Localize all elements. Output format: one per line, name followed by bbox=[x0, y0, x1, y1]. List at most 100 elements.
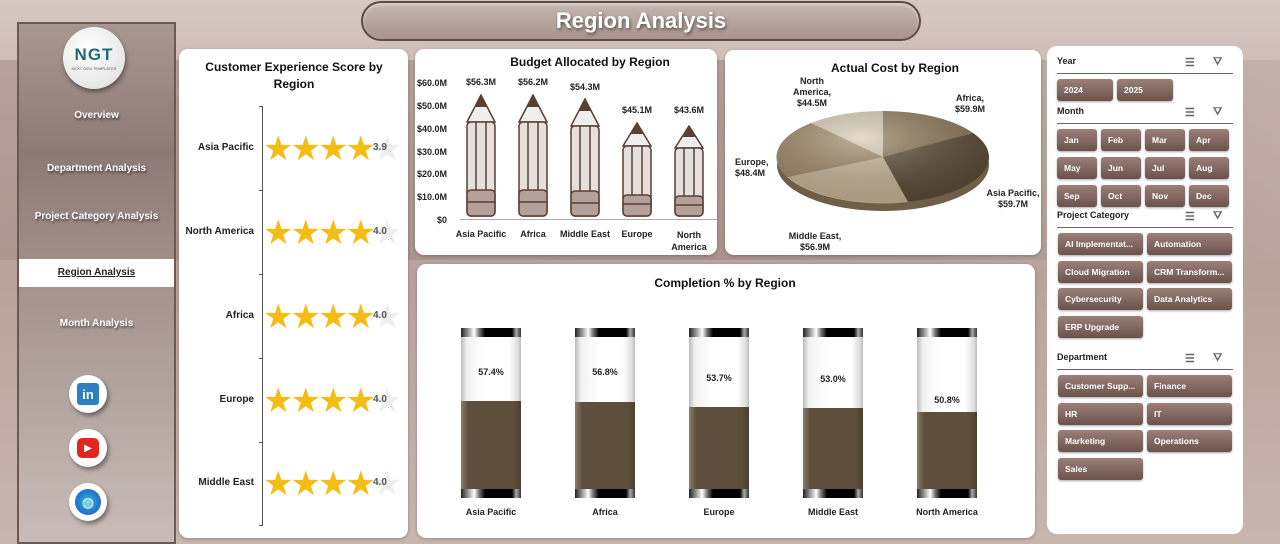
score-value: 4.0 bbox=[373, 477, 387, 488]
nav-department-analysis[interactable]: Department Analysis bbox=[46, 163, 147, 174]
star-empty-icon: ★ bbox=[372, 130, 403, 168]
axis-line bbox=[262, 106, 263, 526]
region-label: Middle East bbox=[198, 477, 254, 488]
youtube-button[interactable]: ▶ bbox=[69, 429, 107, 467]
slicer-option[interactable]: Mar bbox=[1145, 129, 1185, 151]
slicer-option[interactable]: Finance bbox=[1147, 375, 1232, 397]
pie-chart bbox=[776, 110, 989, 211]
star-empty-icon: ★ bbox=[372, 465, 403, 503]
logo: NGT NEXT GEN TEMPLATES bbox=[63, 27, 125, 89]
budget-panel: Budget Allocated by Region $60.0M $50.0M… bbox=[415, 49, 717, 255]
actual-cost-panel: Actual Cost by Region North America, $44… bbox=[725, 50, 1041, 255]
slicer-option[interactable]: Marketing bbox=[1058, 430, 1143, 452]
chart-title: Completion % by Region bbox=[654, 276, 796, 290]
x-label: Asia Pacific bbox=[455, 229, 507, 239]
multi-select-icon[interactable]: ☰ bbox=[1185, 57, 1195, 69]
slicer-option[interactable]: 2024 bbox=[1057, 79, 1113, 101]
slicer-option[interactable]: Apr bbox=[1189, 129, 1229, 151]
star-icons: ★★★★ bbox=[263, 465, 376, 503]
slicer-option[interactable]: Jun bbox=[1101, 157, 1141, 179]
completion-bar: 53.0% bbox=[803, 328, 863, 498]
multi-select-icon[interactable]: ☰ bbox=[1185, 211, 1195, 223]
slicer-option[interactable]: Oct bbox=[1101, 185, 1141, 207]
slicer-option[interactable]: Nov bbox=[1145, 185, 1185, 207]
slicer-option[interactable]: Aug bbox=[1189, 157, 1229, 179]
slicer-option[interactable]: Sep bbox=[1057, 185, 1097, 207]
slicer-option[interactable]: Jul bbox=[1145, 157, 1185, 179]
y-tick: $50.0M bbox=[416, 101, 447, 111]
slicer-option[interactable]: Cybersecurity bbox=[1058, 288, 1143, 310]
nav-project-category-analysis[interactable]: Project Category Analysis bbox=[34, 211, 159, 222]
clear-filter-icon[interactable]: ⛛ bbox=[1213, 106, 1223, 118]
multi-select-icon[interactable]: ☰ bbox=[1185, 107, 1195, 119]
slicer-year-header: Year ☰ ⛛ bbox=[1057, 56, 1233, 74]
chart-title: Actual Cost by Region bbox=[830, 61, 959, 75]
tick bbox=[259, 358, 263, 359]
website-button[interactable]: ◍ bbox=[69, 483, 107, 521]
slicer-option[interactable]: Operations bbox=[1147, 430, 1232, 452]
slicer-option[interactable]: Data Analytics bbox=[1147, 288, 1232, 310]
data-label: 53.7% bbox=[706, 373, 732, 383]
nav-overview[interactable]: Overview bbox=[74, 110, 119, 121]
y-tick: $0 bbox=[436, 215, 447, 225]
tick bbox=[259, 525, 263, 526]
pie-label: Africa, $59.9M bbox=[954, 93, 986, 114]
slicer-option[interactable]: Feb bbox=[1101, 129, 1141, 151]
score-row: North America ★ ★★★★ 4.0 bbox=[179, 214, 409, 254]
slicer-option[interactable]: IT bbox=[1147, 403, 1232, 425]
slicer-option[interactable]: May bbox=[1057, 157, 1097, 179]
completion-bar: 56.8% bbox=[575, 328, 635, 498]
y-tick: $60.0M bbox=[416, 78, 447, 88]
slicer-title: Department bbox=[1057, 352, 1108, 362]
score-value: 4.0 bbox=[373, 226, 387, 237]
region-label: Africa bbox=[225, 310, 254, 321]
y-tick: $20.0M bbox=[416, 169, 447, 179]
pie-label: Middle East, $56.9M bbox=[788, 231, 842, 252]
chart-title: Budget Allocated by Region bbox=[510, 55, 670, 69]
slicer-option[interactable]: 2025 bbox=[1117, 79, 1173, 101]
score-value: 3.9 bbox=[373, 142, 387, 153]
score-row: Europe ★ ★★★★ 4.0 bbox=[179, 382, 409, 422]
slicer-option[interactable]: AI Implementat... bbox=[1058, 233, 1143, 255]
tick bbox=[259, 106, 263, 107]
youtube-icon: ▶ bbox=[77, 438, 99, 458]
completion-bar: 50.8% bbox=[917, 328, 977, 498]
region-label: Europe bbox=[219, 394, 254, 405]
star-icons: ★★★★ bbox=[263, 214, 376, 252]
customer-experience-panel: Customer Experience Score by Region Asia… bbox=[179, 49, 408, 538]
slicer-panel: Year ☰ ⛛ 2024 2025 Month ☰ ⛛ Jan Feb Mar… bbox=[1047, 46, 1243, 534]
pencil-bar bbox=[570, 98, 600, 217]
data-label: $56.2M bbox=[517, 77, 549, 87]
clear-filter-icon[interactable]: ⛛ bbox=[1213, 210, 1223, 222]
y-tick: $30.0M bbox=[416, 147, 447, 157]
slicer-option[interactable]: Jan bbox=[1057, 129, 1097, 151]
pie-label: North America, $44.5M bbox=[792, 76, 832, 108]
clear-filter-icon[interactable]: ⛛ bbox=[1213, 352, 1223, 364]
star-empty-icon: ★ bbox=[372, 298, 403, 336]
slicer-option[interactable]: Customer Supp... bbox=[1058, 375, 1143, 397]
score-value: 4.0 bbox=[373, 394, 387, 405]
slicer-option[interactable]: CRM Transform... bbox=[1147, 261, 1232, 283]
data-label: $43.6M bbox=[673, 105, 705, 115]
star-empty-icon: ★ bbox=[372, 214, 403, 252]
slicer-option[interactable]: Automation bbox=[1147, 233, 1232, 255]
logo-text: NGT bbox=[74, 45, 114, 64]
x-axis bbox=[460, 219, 717, 220]
data-label: 50.8% bbox=[934, 395, 960, 405]
clear-filter-icon[interactable]: ⛛ bbox=[1213, 56, 1223, 68]
slicer-category-header: Project Category ☰ ⛛ bbox=[1057, 210, 1233, 228]
pie-label: Asia Pacific, $59.7M bbox=[986, 188, 1040, 209]
slicer-option[interactable]: Sales bbox=[1058, 458, 1143, 480]
linkedin-button[interactable]: in bbox=[69, 375, 107, 413]
data-label: $56.3M bbox=[465, 77, 497, 87]
x-label: North America bbox=[916, 507, 978, 517]
slicer-option[interactable]: HR bbox=[1058, 403, 1143, 425]
nav-region-analysis[interactable]: Region Analysis bbox=[19, 259, 174, 287]
multi-select-icon[interactable]: ☰ bbox=[1185, 353, 1195, 365]
nav-month-analysis[interactable]: Month Analysis bbox=[59, 318, 134, 329]
pie-label: Europe, $48.4M bbox=[735, 157, 769, 178]
slicer-option[interactable]: ERP Upgrade bbox=[1058, 316, 1143, 338]
slicer-option[interactable]: Dec bbox=[1189, 185, 1229, 207]
data-label: 57.4% bbox=[478, 367, 504, 377]
slicer-option[interactable]: Cloud Migration bbox=[1058, 261, 1143, 283]
